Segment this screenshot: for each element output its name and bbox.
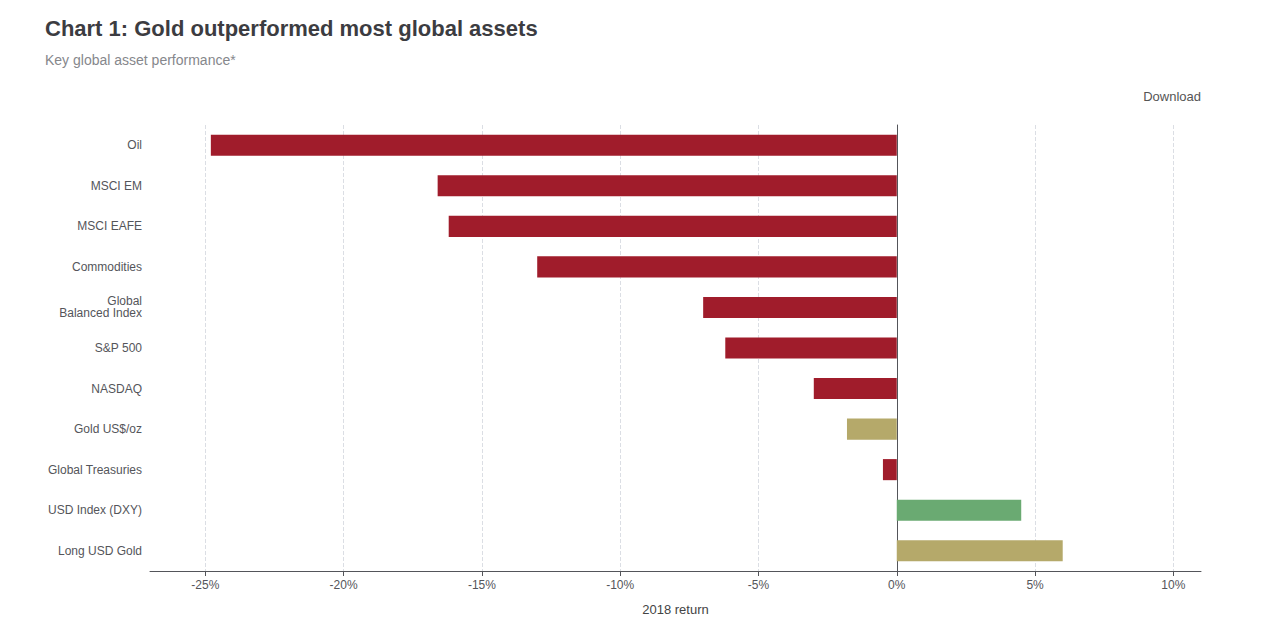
svg-text:Key global asset performance*: Key global asset performance* (45, 52, 236, 68)
svg-text:Download: Download (1143, 89, 1201, 104)
svg-text:S&P 500: S&P 500 (95, 341, 142, 355)
svg-text:-15%: -15% (468, 578, 496, 592)
svg-text:2018 return: 2018 return (642, 602, 709, 617)
svg-text:Oil: Oil (127, 138, 142, 152)
svg-text:-5%: -5% (748, 578, 770, 592)
svg-text:Chart 1: Gold outperformed mos: Chart 1: Gold outperformed most global a… (45, 16, 538, 41)
svg-text:NASDAQ: NASDAQ (91, 382, 142, 396)
svg-text:Long USD Gold: Long USD Gold (58, 544, 142, 558)
svg-text:5%: 5% (1026, 578, 1044, 592)
svg-text:MSCI EAFE: MSCI EAFE (77, 219, 142, 233)
svg-text:-10%: -10% (606, 578, 634, 592)
svg-text:MSCI EM: MSCI EM (91, 179, 142, 193)
svg-text:Balanced Index: Balanced Index (59, 306, 142, 320)
svg-text:-25%: -25% (191, 578, 219, 592)
svg-text:0%: 0% (888, 578, 906, 592)
svg-text:Gold US$/oz: Gold US$/oz (74, 422, 142, 436)
svg-text:Commodities: Commodities (72, 260, 142, 274)
svg-text:Global Treasuries: Global Treasuries (48, 463, 142, 477)
svg-text:Global: Global (107, 294, 142, 309)
svg-text:-20%: -20% (330, 578, 358, 592)
svg-text:10%: 10% (1161, 578, 1185, 592)
svg-text:USD Index (DXY): USD Index (DXY) (48, 503, 142, 517)
